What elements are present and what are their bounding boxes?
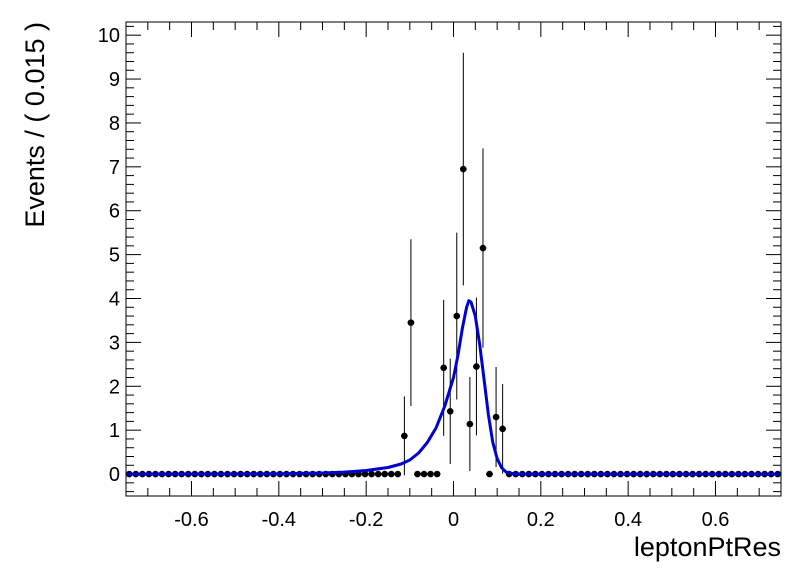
y-tick-label: 10 <box>98 25 120 47</box>
data-point <box>427 470 434 478</box>
data-point <box>401 432 408 440</box>
x-tick-label: 0.6 <box>702 509 730 531</box>
data-point <box>486 470 493 478</box>
data-point <box>420 470 428 478</box>
y-tick-label: 1 <box>109 420 120 442</box>
data-point <box>466 420 474 428</box>
y-tick-label: 5 <box>109 245 120 267</box>
data-point <box>387 470 395 478</box>
x-tick-label: -0.2 <box>349 509 383 531</box>
data-point <box>407 319 415 326</box>
axes <box>125 22 782 496</box>
x-tick-label: 0.2 <box>527 509 555 531</box>
x-axis-title: leptonPtRes <box>634 532 781 562</box>
x-tick-label: 0.4 <box>614 509 642 531</box>
data-point <box>414 470 421 478</box>
y-tick-label: 8 <box>109 113 120 135</box>
data-point <box>394 470 402 478</box>
data-point <box>368 470 375 478</box>
y-axis-title: Events / ( 0.015 ) <box>20 22 50 228</box>
fit-curve <box>125 299 781 476</box>
y-tick-label: 9 <box>109 69 120 91</box>
data-point <box>361 470 369 478</box>
data-point <box>460 165 467 173</box>
y-tick-label: 0 <box>109 464 120 486</box>
data-point <box>499 425 506 433</box>
plot-frame <box>125 21 782 497</box>
data-point <box>440 364 447 372</box>
data-point <box>381 470 389 478</box>
y-tick-label: 2 <box>109 376 120 398</box>
data-point <box>453 312 461 320</box>
data-point <box>473 363 480 370</box>
y-tick-label: 3 <box>109 332 120 354</box>
data-point <box>433 470 441 478</box>
x-tick-label: -0.6 <box>174 509 208 531</box>
fit-curve-layer <box>125 299 781 476</box>
y-tick-label: 7 <box>109 157 120 179</box>
x-tick-label: -0.4 <box>262 509 296 531</box>
tick-labels: -0.6 -0.4 -0.2 0 0.2 0.4 0.6 0 1 2 3 4 5 6 7 8 9 10 <box>98 25 730 531</box>
x-tick-label: 0 <box>448 509 459 531</box>
data-point <box>374 470 382 478</box>
data-point <box>446 407 454 415</box>
data-point <box>492 413 500 421</box>
y-tick-label: 4 <box>109 289 120 311</box>
data-point <box>479 244 487 252</box>
y-tick-label: 6 <box>109 201 120 223</box>
